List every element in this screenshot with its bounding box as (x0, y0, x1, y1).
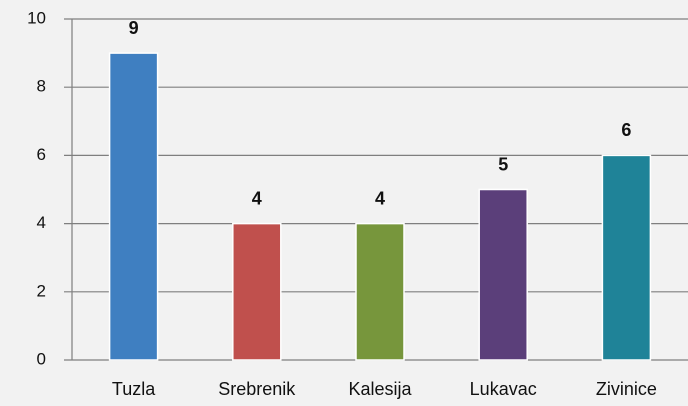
bar (601, 154, 652, 361)
x-tick-label: Lukavac (470, 379, 537, 399)
value-label: 5 (498, 154, 508, 174)
bar (232, 222, 282, 361)
y-tick-label: 0 (37, 349, 46, 368)
x-tick-label: Srebrenik (218, 379, 296, 399)
value-label: 6 (621, 120, 631, 140)
y-tick-label: 4 (37, 213, 46, 232)
y-tick-label: 8 (37, 77, 46, 96)
bar (108, 52, 159, 361)
value-label: 4 (375, 188, 385, 208)
x-tick-label: Zivinice (596, 379, 657, 399)
bar (478, 188, 528, 361)
y-tick-label: 10 (27, 8, 46, 27)
bar (355, 222, 405, 361)
value-label: 9 (129, 18, 139, 38)
y-tick-label: 6 (37, 145, 46, 164)
y-tick-label: 2 (37, 281, 46, 300)
value-label: 4 (252, 188, 262, 208)
x-tick-label: Tuzla (112, 379, 156, 399)
x-tick-label: Kalesija (348, 379, 412, 399)
